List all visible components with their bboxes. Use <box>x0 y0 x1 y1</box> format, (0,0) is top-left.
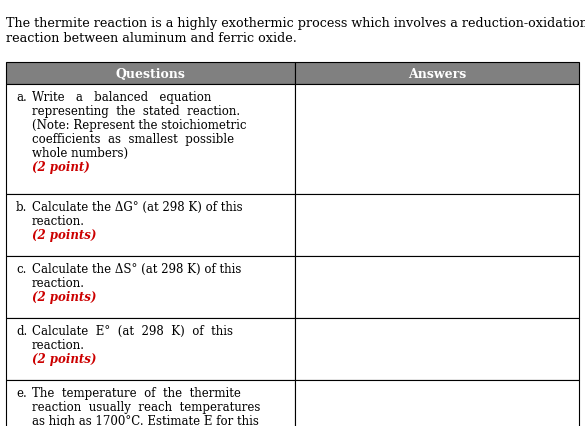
Text: The thermite reaction is a highly exothermic process which involves a reduction-: The thermite reaction is a highly exothe… <box>6 17 585 30</box>
Bar <box>295 380 579 426</box>
Text: reaction.: reaction. <box>32 276 85 289</box>
Bar <box>295 318 579 380</box>
Text: whole numbers): whole numbers) <box>32 147 128 160</box>
Text: Write   a   balanced   equation: Write a balanced equation <box>32 91 211 104</box>
Text: (2 point): (2 point) <box>32 161 90 173</box>
Text: coefficients  as  smallest  possible: coefficients as smallest possible <box>32 132 234 146</box>
Text: reaction.: reaction. <box>32 338 85 351</box>
Text: representing  the  stated  reaction.: representing the stated reaction. <box>32 105 240 118</box>
Text: d.: d. <box>16 324 27 337</box>
Bar <box>295 63 579 85</box>
Text: Answers: Answers <box>408 67 466 81</box>
Bar <box>6 318 295 380</box>
Text: (2 points): (2 points) <box>32 290 97 303</box>
Text: reaction  usually  reach  temperatures: reaction usually reach temperatures <box>32 400 260 413</box>
Text: The  temperature  of  the  thermite: The temperature of the thermite <box>32 386 241 399</box>
Bar <box>6 380 295 426</box>
Bar <box>295 85 579 195</box>
Bar <box>6 195 295 256</box>
Bar <box>6 256 295 318</box>
Text: Calculate the ΔG° (at 298 K) of this: Calculate the ΔG° (at 298 K) of this <box>32 201 243 213</box>
Text: c.: c. <box>16 262 26 275</box>
Text: b.: b. <box>16 201 27 213</box>
Text: a.: a. <box>16 91 27 104</box>
Text: Questions: Questions <box>116 67 185 81</box>
Text: (Note: Represent the stoichiometric: (Note: Represent the stoichiometric <box>32 119 246 132</box>
Text: (2 points): (2 points) <box>32 352 97 365</box>
Text: as high as 1700°C. Estimate E for this: as high as 1700°C. Estimate E for this <box>32 414 259 426</box>
Bar <box>295 256 579 318</box>
Bar <box>6 85 295 195</box>
Text: reaction.: reaction. <box>32 215 85 227</box>
Text: reaction between aluminum and ferric oxide.: reaction between aluminum and ferric oxi… <box>6 32 297 45</box>
Bar <box>295 195 579 256</box>
Text: e.: e. <box>16 386 27 399</box>
Text: (2 points): (2 points) <box>32 228 97 242</box>
Bar <box>6 63 295 85</box>
Text: Calculate the ΔS° (at 298 K) of this: Calculate the ΔS° (at 298 K) of this <box>32 262 242 275</box>
Text: Calculate  E°  (at  298  K)  of  this: Calculate E° (at 298 K) of this <box>32 324 233 337</box>
